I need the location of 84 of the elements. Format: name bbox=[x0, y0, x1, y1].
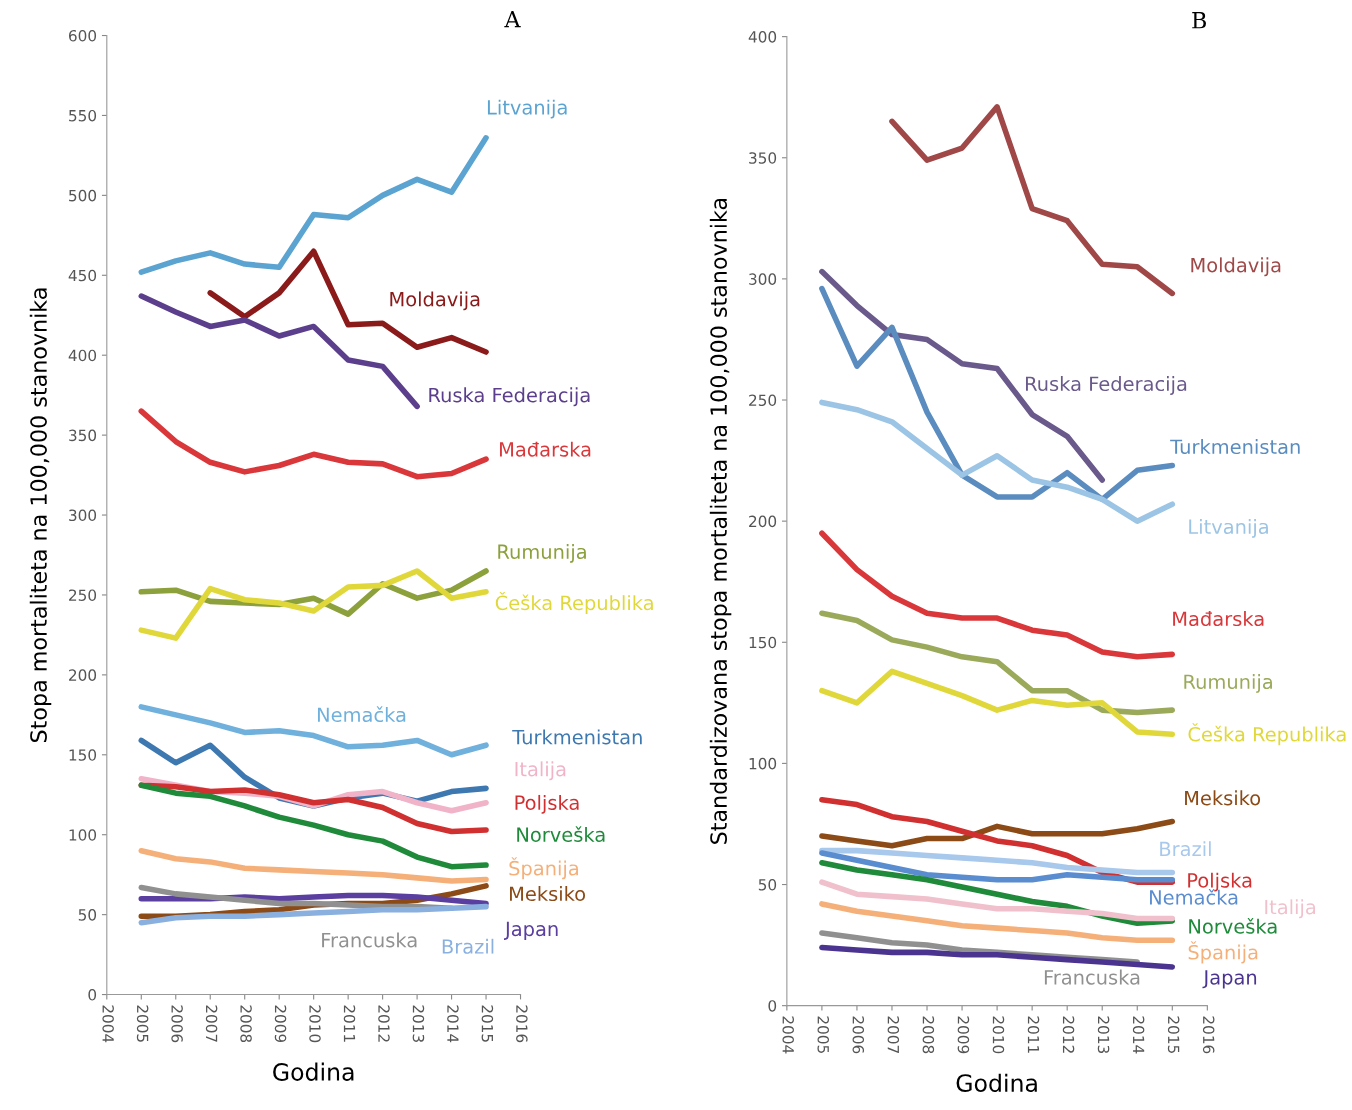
series-label: Francuska bbox=[1044, 969, 1140, 985]
series-label: Mađarska bbox=[500, 441, 591, 457]
series-label: Brazil bbox=[1160, 841, 1211, 857]
y-tick-label: 500 bbox=[69, 189, 97, 202]
series-label: Japan bbox=[504, 921, 558, 941]
x-tick-label: 2013 bbox=[1097, 1016, 1110, 1054]
series-label: Francuska bbox=[322, 932, 417, 948]
y-tick-label: 200 bbox=[749, 515, 777, 528]
y-tick-label: 150 bbox=[749, 636, 777, 649]
y-axis-title: Standardizovana stopa mortaliteta na 100,000 stanovnika bbox=[709, 198, 732, 844]
series-label: Rumunija bbox=[498, 543, 586, 563]
series-label: Ruska Federacija bbox=[429, 387, 590, 407]
y-tick-label: 400 bbox=[68, 349, 97, 362]
y-tick-label: 100 bbox=[749, 757, 777, 770]
series-label: Španija bbox=[1188, 941, 1258, 964]
y-tick-label: 350 bbox=[749, 152, 777, 164]
y-tick-label: 50 bbox=[758, 879, 777, 891]
y-tick-label: 50 bbox=[78, 909, 97, 921]
x-tick-label: 2008 bbox=[922, 1016, 935, 1054]
x-tick-label: 2008 bbox=[240, 1005, 252, 1043]
y-tick-label: 0 bbox=[88, 989, 97, 1001]
x-tick-label: 2010 bbox=[992, 1016, 1005, 1054]
x-tick-label: 2004 bbox=[782, 1016, 794, 1054]
y-tick-label: 250 bbox=[749, 394, 777, 407]
series-label: Italija bbox=[515, 761, 566, 781]
series-label: Češka Republika bbox=[1188, 723, 1346, 746]
x-tick-label: 2015 bbox=[481, 1005, 494, 1042]
series-label: Brazil bbox=[442, 938, 494, 954]
y-tick-label: 150 bbox=[69, 749, 97, 761]
x-tick-label: 2006 bbox=[171, 1005, 183, 1043]
x-tick-label: 2012 bbox=[378, 1005, 390, 1042]
y-tick-label: 200 bbox=[69, 669, 97, 681]
x-tick-label: 2011 bbox=[343, 1005, 356, 1042]
y-tick-label: 100 bbox=[69, 829, 97, 841]
x-tick-label: 2016 bbox=[1202, 1016, 1215, 1054]
series-label: Norveška bbox=[1189, 917, 1277, 934]
y-tick-label: 300 bbox=[69, 509, 97, 522]
x-tick-label: 2007 bbox=[205, 1005, 218, 1042]
x-tick-label: 2004 bbox=[102, 1005, 114, 1043]
series-label: Ruska Federacija bbox=[1025, 376, 1187, 395]
series-label: Litvanija bbox=[487, 99, 567, 119]
x-tick-label: 2015 bbox=[1167, 1016, 1180, 1053]
y-tick-label: 300 bbox=[749, 273, 777, 285]
x-tick-label: 2006 bbox=[852, 1016, 865, 1054]
x-axis-title: Godina bbox=[956, 1073, 1037, 1092]
x-tick-label: 2005 bbox=[817, 1016, 830, 1053]
x-tick-label: 2005 bbox=[136, 1005, 149, 1042]
series-label: Norveška bbox=[517, 826, 605, 842]
series-label: Moldavija bbox=[390, 291, 480, 311]
x-tick-label: 2016 bbox=[516, 1005, 528, 1043]
series-label: Meksiko bbox=[510, 886, 586, 902]
series-label: Litvanija bbox=[1189, 519, 1268, 538]
x-tick-label: 2012 bbox=[1062, 1016, 1075, 1053]
x-tick-label: 2014 bbox=[1132, 1016, 1145, 1054]
x-tick-label: 2009 bbox=[274, 1005, 287, 1043]
y-axis-title: Stopa mortaliteta na 100,000 stanovnika bbox=[29, 288, 52, 742]
y-tick-label: 350 bbox=[69, 429, 97, 442]
text: Turkmenistan bbox=[512, 729, 642, 745]
y-tick-label: 600 bbox=[68, 29, 97, 42]
x-tick-label: 2013 bbox=[412, 1005, 425, 1042]
x-tick-label: 2009 bbox=[957, 1016, 970, 1054]
series-label: Turkmenistan bbox=[1170, 439, 1300, 455]
series-label: Poljska bbox=[515, 794, 579, 814]
text: Italija bbox=[1265, 899, 1316, 919]
y-tick-label: 450 bbox=[68, 269, 97, 282]
y-tick-label: 250 bbox=[69, 589, 97, 601]
x-tick-label: 2007 bbox=[887, 1016, 900, 1053]
chart-title: A bbox=[504, 10, 521, 28]
y-tick-label: 400 bbox=[748, 31, 777, 43]
series-label: Japan bbox=[1202, 970, 1257, 989]
series-label: Španija bbox=[509, 857, 578, 880]
series-label: Moldavija bbox=[1191, 257, 1281, 277]
y-tick-label: 0 bbox=[768, 1000, 777, 1012]
x-axis-title: Godina bbox=[273, 1062, 354, 1081]
y-tick-label: 550 bbox=[69, 109, 97, 122]
x-tick-label: 2010 bbox=[309, 1005, 321, 1043]
series-label: Nemačka bbox=[317, 706, 406, 723]
x-tick-label: 2014 bbox=[447, 1005, 459, 1043]
series-label: Češka Republika bbox=[495, 591, 653, 614]
chart-title: B bbox=[1192, 12, 1206, 29]
series-label: Mađarska bbox=[1173, 611, 1264, 627]
x-tick-label: 2011 bbox=[1027, 1016, 1040, 1053]
series-label: Rumunija bbox=[1184, 674, 1272, 693]
series-label: Meksiko bbox=[1185, 790, 1261, 806]
